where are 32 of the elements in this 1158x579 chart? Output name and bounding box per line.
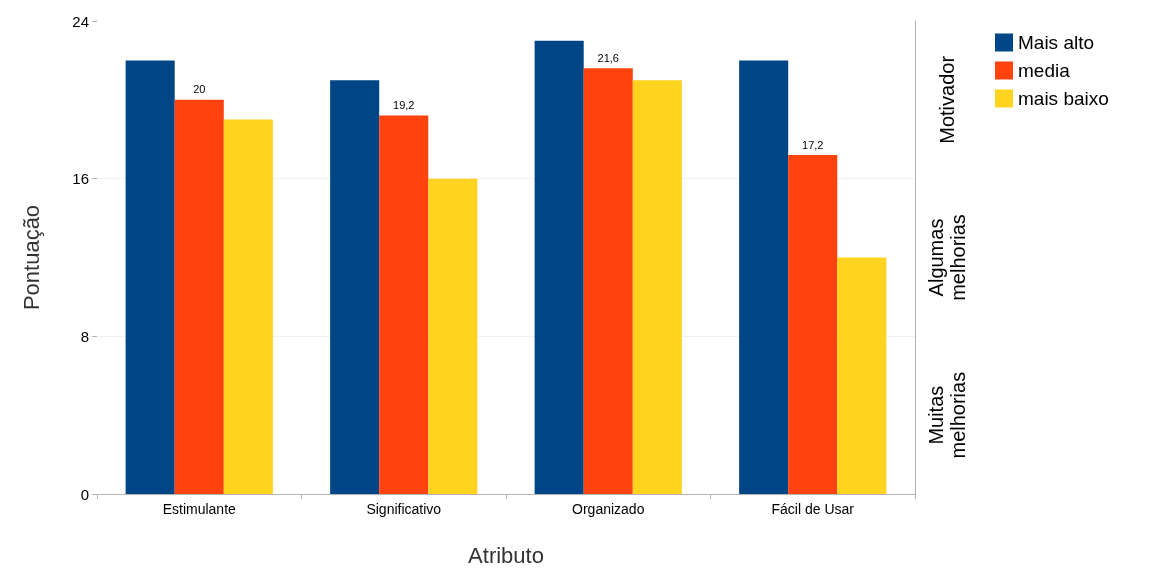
- bar: [428, 178, 478, 494]
- x-tick-label: Organizado: [572, 501, 645, 517]
- band-label: Algumas melhorias: [925, 214, 969, 301]
- band-label: Muitas melhorias: [925, 371, 969, 459]
- y-axis-title: Pontuação: [18, 204, 44, 311]
- data-label: 17,2: [802, 138, 824, 151]
- x-tick-label: Fácil de Usar: [771, 501, 855, 517]
- bar: [223, 119, 273, 494]
- bar: [534, 40, 584, 494]
- y-tick-label: 0: [80, 485, 89, 503]
- bar: [174, 99, 224, 494]
- x-axis-title: Atributo: [468, 542, 544, 568]
- bar: [330, 80, 380, 494]
- bar: [837, 257, 887, 494]
- legend-label: mais baixo: [1018, 88, 1109, 109]
- legend-label: media: [1018, 60, 1071, 81]
- bar: [379, 115, 429, 494]
- y-tick-label: 8: [80, 327, 89, 345]
- bar: [125, 60, 175, 494]
- legend-label: Mais alto: [1018, 32, 1095, 53]
- band-label: Motivador: [936, 55, 958, 144]
- bar: [632, 80, 682, 494]
- bar: [788, 155, 838, 494]
- bar: [583, 68, 633, 494]
- bar: [739, 60, 789, 494]
- y-tick-label: 16: [72, 170, 89, 188]
- data-label: 19,2: [393, 99, 415, 112]
- data-label: 21,6: [597, 51, 619, 64]
- y-tick-label: 24: [72, 12, 89, 30]
- x-tick-label: Estimulante: [162, 501, 237, 517]
- x-tick-label: Significativo: [366, 501, 442, 517]
- data-label: 20: [193, 83, 206, 96]
